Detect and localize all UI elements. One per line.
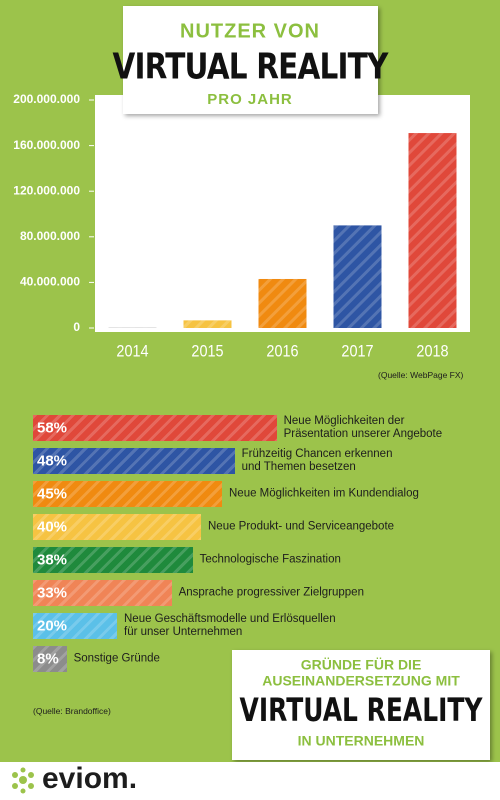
value-label: 8% bbox=[37, 650, 59, 668]
chart-title: VIRTUAL REALITY bbox=[240, 691, 484, 729]
logo-icon bbox=[12, 767, 34, 794]
bar bbox=[33, 415, 277, 441]
y-tick-label: 120.000.000 bbox=[13, 183, 80, 197]
y-tick-label: 200.000.000 bbox=[13, 92, 80, 106]
value-label: 20% bbox=[37, 617, 68, 635]
x-tick-label: 2015 bbox=[191, 342, 223, 360]
category-label: Frühzeitig Chancen erkennen und Themen b… bbox=[241, 448, 393, 473]
footer-band bbox=[0, 762, 500, 800]
source: (Quelle: WebPage FX) bbox=[378, 370, 464, 380]
value-label: 58% bbox=[37, 419, 68, 437]
bar bbox=[33, 514, 201, 540]
category-label: Neue Möglichkeiten der Präsentation unse… bbox=[283, 415, 443, 440]
chart-title: AUSEINANDERSETZUNG MIT bbox=[262, 673, 460, 689]
value-label: 6.700.000 bbox=[190, 307, 226, 316]
bar bbox=[33, 448, 235, 474]
value-label: 43.000.000 bbox=[262, 266, 303, 275]
bar-texture bbox=[408, 133, 457, 328]
title-box bbox=[232, 650, 490, 760]
chart-title: PRO JAHR bbox=[207, 91, 293, 108]
x-tick-label: 2017 bbox=[341, 342, 373, 360]
category-label: Sonstige Gründe bbox=[73, 652, 160, 665]
bar bbox=[33, 613, 117, 639]
y-tick-label: 160.000.000 bbox=[13, 138, 80, 152]
bar bbox=[33, 580, 172, 606]
value-label: 200.000 bbox=[118, 315, 147, 324]
value-note: (geschätzt) bbox=[338, 214, 378, 223]
value-label: 48% bbox=[37, 452, 68, 470]
value-label: 40% bbox=[37, 518, 68, 536]
title-box bbox=[123, 6, 378, 114]
bar-texture bbox=[183, 320, 232, 328]
logo: eviom. bbox=[42, 762, 137, 795]
chart-title: GRÜNDE FÜR DIE bbox=[301, 657, 422, 673]
category-label: Neue Geschäftsmodelle und Erlösquellen f… bbox=[124, 613, 336, 638]
bar-texture bbox=[333, 225, 382, 328]
value-label: 90.000.000 bbox=[337, 205, 378, 214]
value-label: 171.000.000 bbox=[410, 112, 455, 121]
category-label: Ansprache progressiver Zielgruppen bbox=[178, 586, 364, 599]
source: (Quelle: Brandoffice) bbox=[33, 706, 111, 716]
bar bbox=[33, 547, 193, 573]
bar bbox=[33, 481, 222, 507]
chart-title: IN UNTERNEHMEN bbox=[298, 733, 425, 749]
y-tick-label: 80.000.000 bbox=[20, 229, 80, 243]
y-tick-label: 0 bbox=[73, 320, 80, 334]
category-label: Neue Möglichkeiten im Kundendialog bbox=[229, 487, 419, 500]
y-tick-label: 40.000.000 bbox=[20, 275, 80, 289]
x-tick-label: 2018 bbox=[416, 342, 448, 360]
chart-title: VIRTUAL REALITY bbox=[113, 44, 390, 87]
value-label: 33% bbox=[37, 584, 68, 602]
category-label: Technologische Faszination bbox=[199, 553, 341, 566]
bar-texture bbox=[258, 278, 307, 328]
chart-title: NUTZER VON bbox=[180, 20, 320, 42]
x-tick-label: 2016 bbox=[266, 342, 298, 360]
bar bbox=[33, 646, 67, 672]
value-note: (geschätzt) bbox=[413, 121, 453, 130]
x-tick-label: 2014 bbox=[116, 342, 148, 360]
value-label: 45% bbox=[37, 485, 68, 503]
category-label: Neue Produkt- und Serviceangebote bbox=[208, 520, 395, 533]
value-label: 38% bbox=[37, 551, 68, 569]
